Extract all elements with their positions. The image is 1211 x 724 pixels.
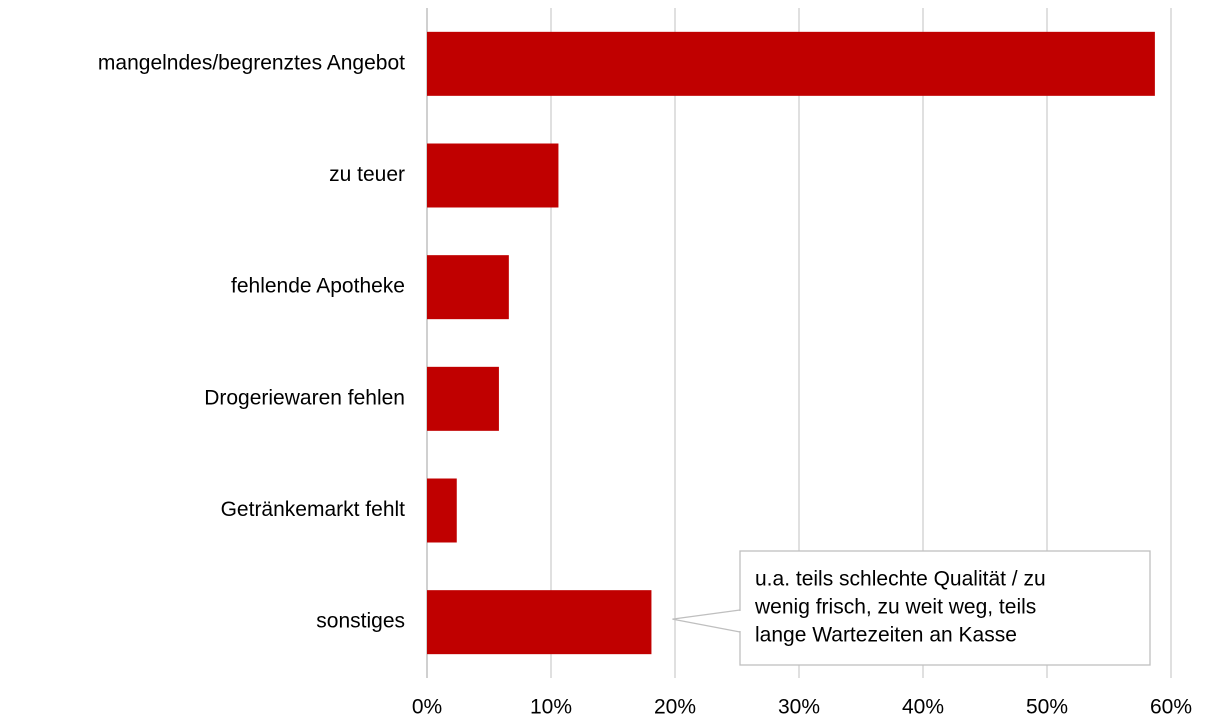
y-tick-label: Getränkemarkt fehlt <box>221 498 406 521</box>
bar <box>427 366 499 431</box>
x-tick-label: 40% <box>902 696 944 719</box>
x-tick-label: 50% <box>1026 696 1068 719</box>
x-tick-label: 30% <box>778 696 820 719</box>
x-tick-label: 10% <box>530 696 572 719</box>
y-tick-label: zu teuer <box>329 163 405 186</box>
bar <box>427 143 559 208</box>
annotation-text: lange Wartezeiten an Kasse <box>755 624 1017 647</box>
bar <box>427 590 652 655</box>
x-tick-label: 20% <box>654 696 696 719</box>
bar <box>427 478 457 543</box>
annotation-text: wenig frisch, zu weit weg, teils <box>754 596 1036 619</box>
y-tick-label: fehlende Apotheke <box>231 275 405 298</box>
annotation-box <box>739 550 1151 666</box>
bar <box>427 255 509 320</box>
y-tick-label: mangelndes/begrenztes Angebot <box>98 51 405 74</box>
x-tick-label: 60% <box>1150 696 1192 719</box>
bar <box>427 31 1155 96</box>
x-tick-label: 0% <box>412 696 442 719</box>
y-tick-label: sonstiges <box>316 610 405 633</box>
y-tick-label: Drogeriewaren fehlen <box>204 386 405 409</box>
callout <box>672 609 741 633</box>
annotation-text: u.a. teils schlechte Qualität / zu <box>755 568 1046 591</box>
